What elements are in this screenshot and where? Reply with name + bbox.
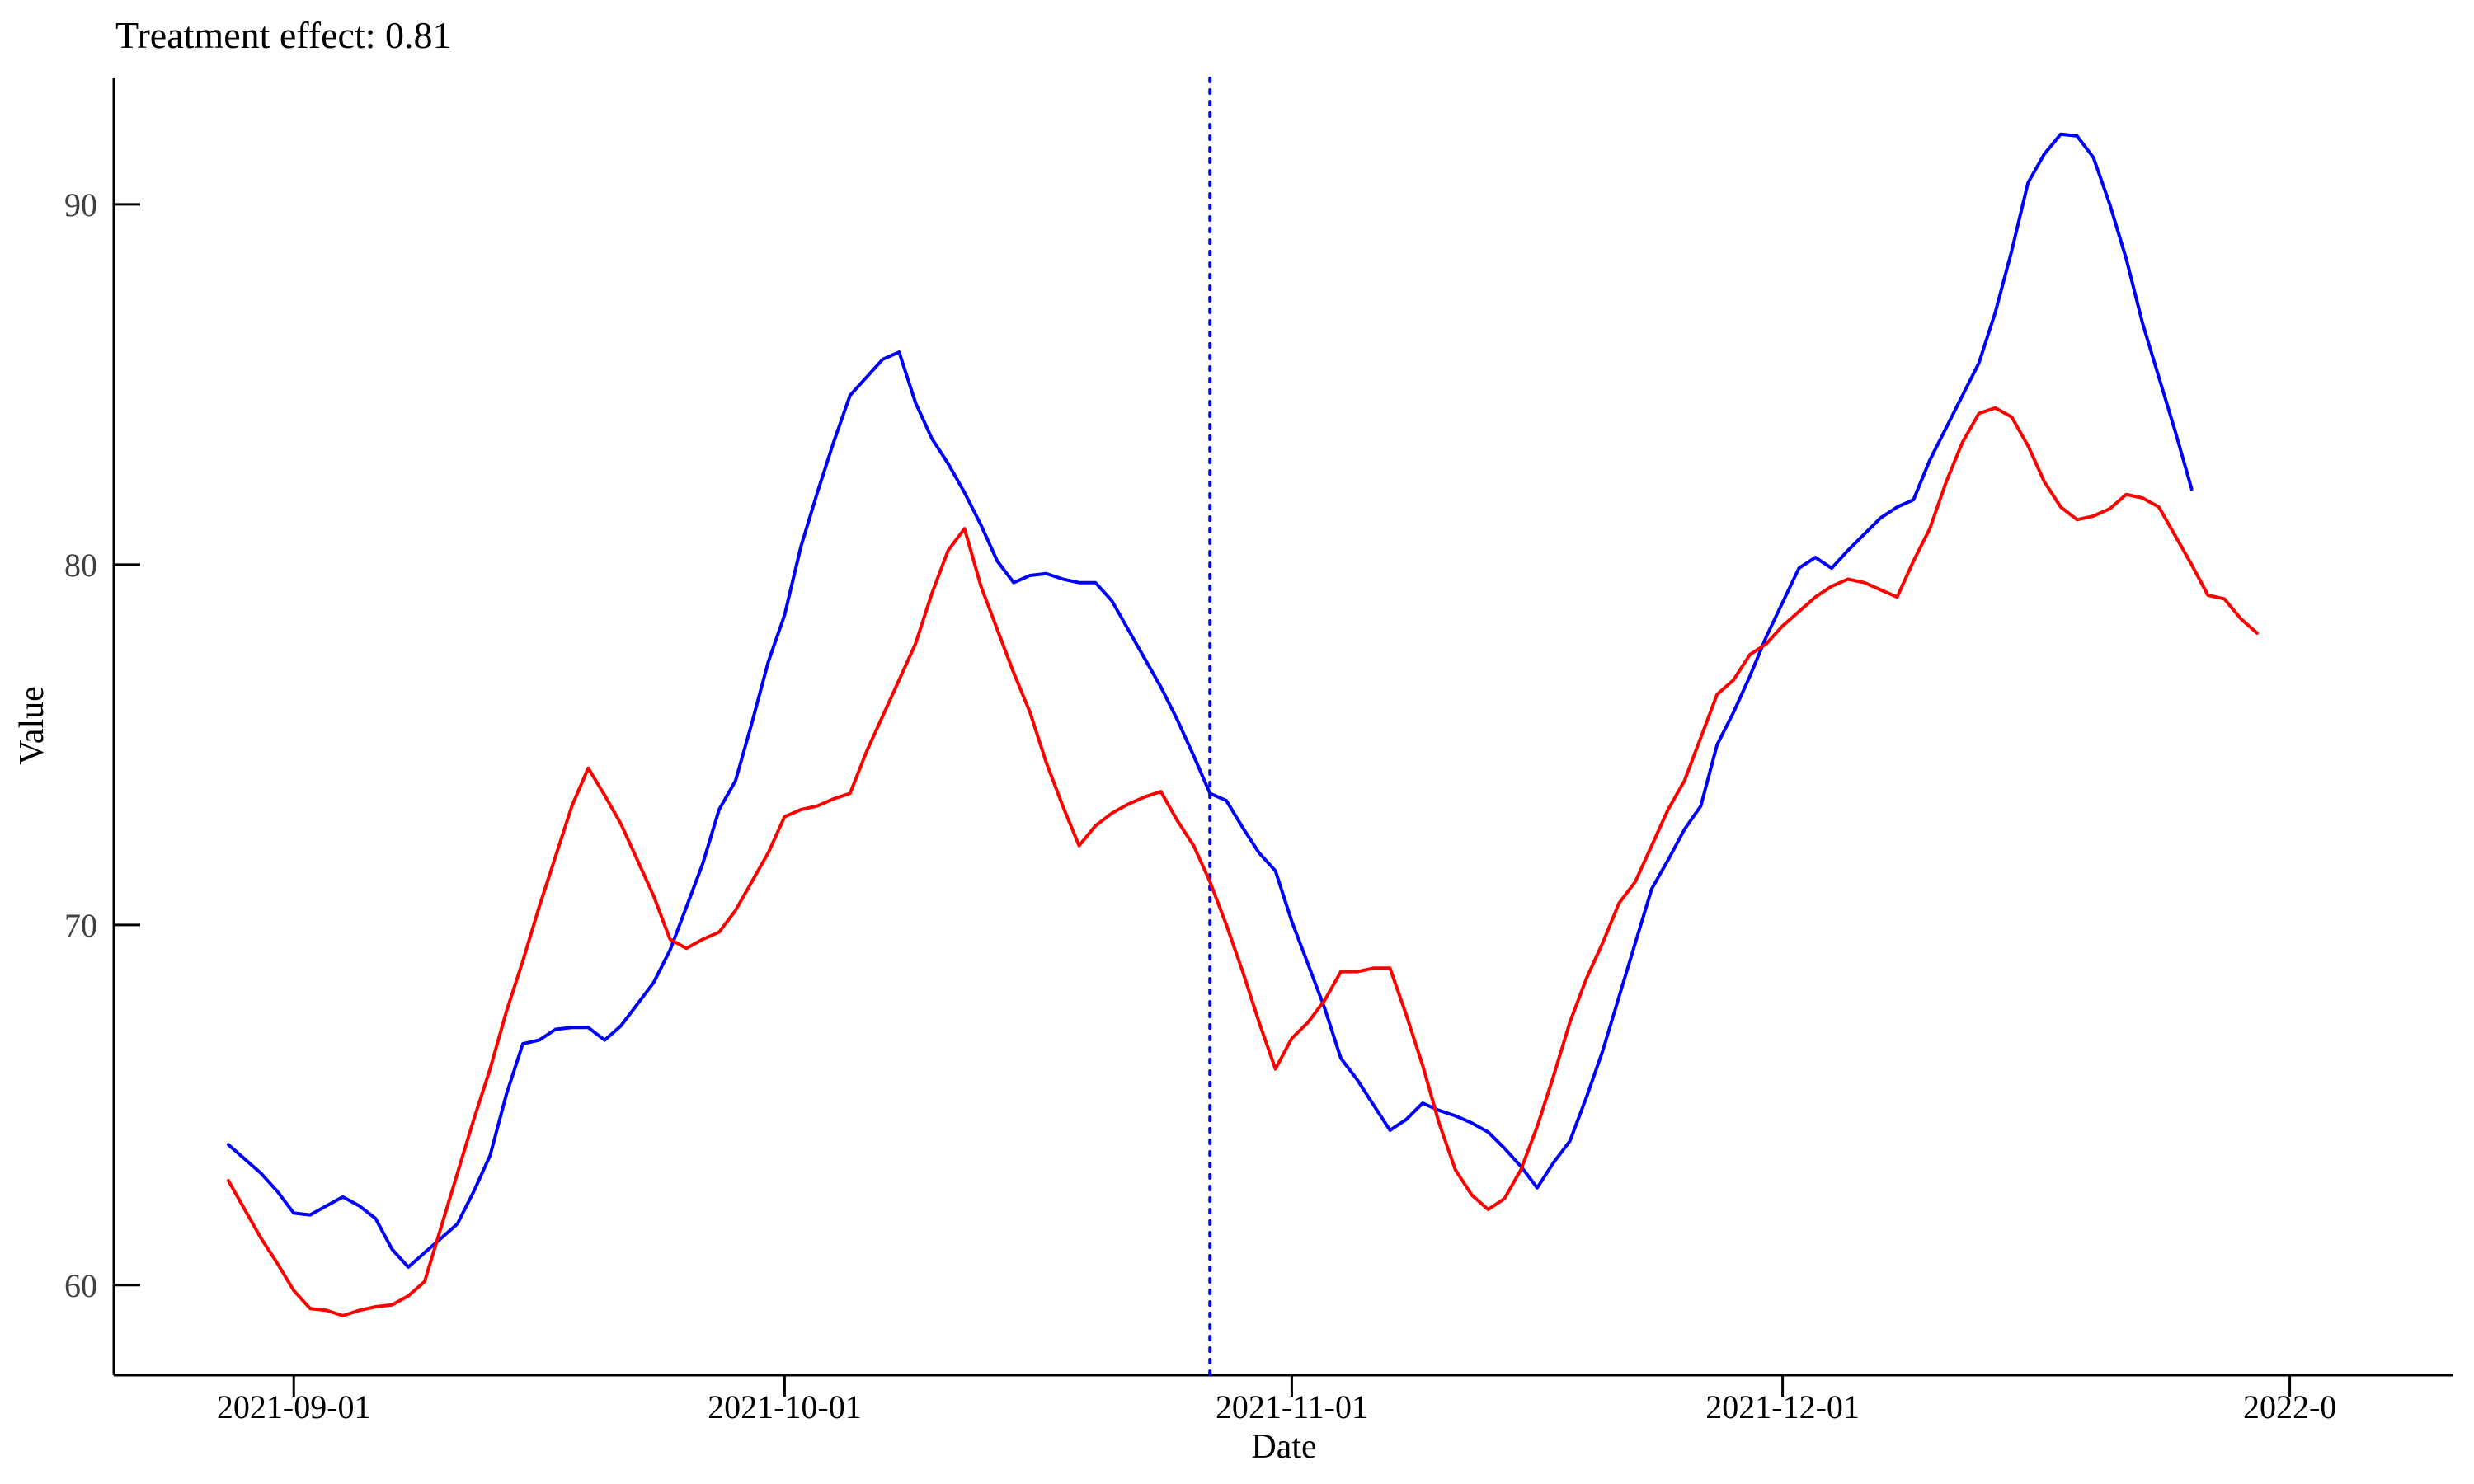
axes: 2021-09-01 2021-10-01 2021-11-01 2021-12-01… xyxy=(64,78,2453,1425)
x-tick-label: 2021-11-01 xyxy=(1216,1388,1368,1425)
x-tick-label: 2022-0 xyxy=(2243,1388,2336,1425)
y-tick-label: 60 xyxy=(64,1267,97,1304)
series-line-1 xyxy=(226,132,2194,1269)
y-axis-title: Value xyxy=(13,686,51,765)
x-tick-label: 2021-09-01 xyxy=(217,1388,371,1425)
chart-title: Treatment effect: 0.81 xyxy=(115,14,452,56)
series-lines xyxy=(226,132,2259,1317)
y-tick-label: 80 xyxy=(64,547,97,584)
y-tick-label: 70 xyxy=(64,907,97,944)
x-tick-label: 2021-12-01 xyxy=(1705,1388,1860,1425)
x-tick-label: 2021-10-01 xyxy=(708,1388,862,1425)
x-axis-title: Date xyxy=(1251,1428,1316,1466)
series-line-2 xyxy=(226,406,2259,1317)
y-tick-label: 90 xyxy=(64,186,97,223)
